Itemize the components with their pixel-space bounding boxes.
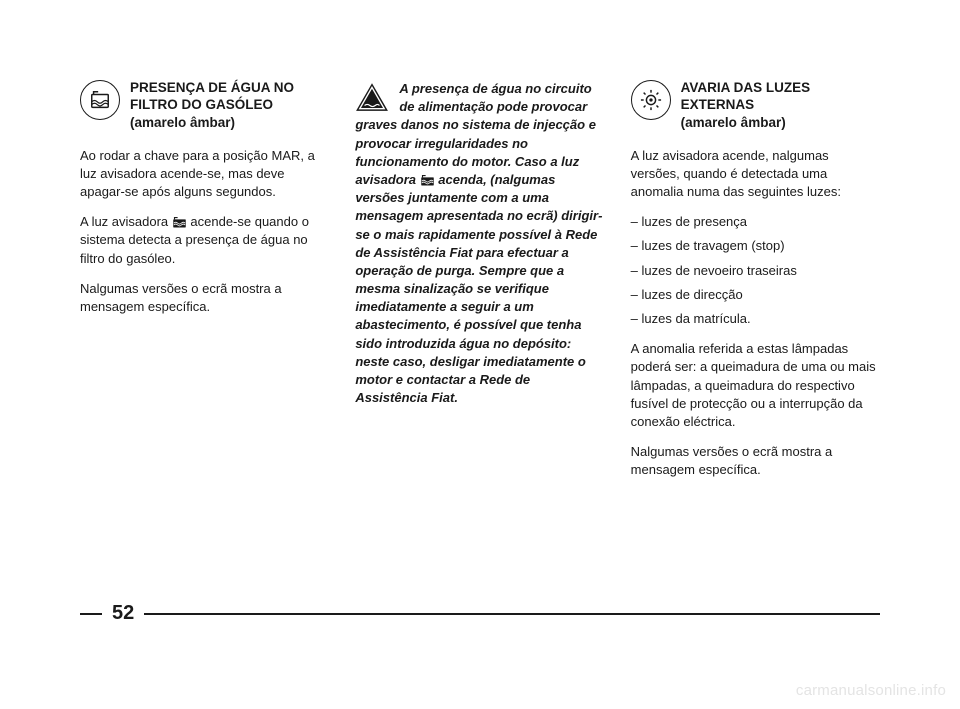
manual-page: PRESENÇA DE ÁGUA NO FILTRO DO GASÓLEO (a… xyxy=(0,0,960,709)
list-item: luzes de presença xyxy=(631,213,880,231)
column-2: A presença de água no circuito de alimen… xyxy=(355,80,604,491)
col3-heading: AVARIA DAS LUZES EXTERNAS (amarelo âmbar… xyxy=(631,80,880,133)
list-item: luzes de direcção xyxy=(631,286,880,304)
col1-p1: Ao rodar a chave para a posição MAR, a l… xyxy=(80,147,329,202)
col1-p2: A luz avisadora acende-se quando o siste… xyxy=(80,213,329,268)
col2-text-b: acenda, (nalgumas versões juntamente com… xyxy=(355,172,602,405)
col2-warning-block: A presença de água no circuito de alimen… xyxy=(355,80,604,407)
footer-rule-right xyxy=(144,613,880,615)
warning-triangle-icon xyxy=(355,82,389,112)
footer-rule-left xyxy=(80,613,102,615)
watermark: carmanualsonline.info xyxy=(796,682,946,699)
columns-wrapper: PRESENÇA DE ÁGUA NO FILTRO DO GASÓLEO (a… xyxy=(80,80,880,491)
list-item: luzes da matrícula. xyxy=(631,310,880,328)
col1-heading: PRESENÇA DE ÁGUA NO FILTRO DO GASÓLEO (a… xyxy=(80,80,329,133)
water-filter-glyph-icon xyxy=(420,174,435,187)
water-filter-glyph-icon xyxy=(172,216,187,229)
list-item: luzes de nevoeiro traseiras xyxy=(631,262,880,280)
col3-heading-text: AVARIA DAS LUZES EXTERNAS (amarelo âmbar… xyxy=(681,80,880,133)
list-item: luzes de travagem (stop) xyxy=(631,237,880,255)
col1-p3: Nalgumas versões o ecrã mostra a mensage… xyxy=(80,280,329,316)
column-1: PRESENÇA DE ÁGUA NO FILTRO DO GASÓLEO (a… xyxy=(80,80,329,491)
col1-subtitle: (amarelo âmbar) xyxy=(130,114,329,133)
col1-p2a: A luz avisadora xyxy=(80,214,172,229)
col3-p3: Nalgumas versões o ecrã mostra a mensage… xyxy=(631,443,880,479)
light-bulb-icon xyxy=(631,80,671,120)
col3-subtitle: (amarelo âmbar) xyxy=(681,114,880,133)
water-filter-icon xyxy=(80,80,120,120)
page-footer: 52 xyxy=(80,602,880,625)
col2-text: A presença de água no circuito de alimen… xyxy=(355,81,602,405)
page-number: 52 xyxy=(102,602,144,625)
col3-list: luzes de presença luzes de travagem (sto… xyxy=(631,213,880,328)
col1-heading-text: PRESENÇA DE ÁGUA NO FILTRO DO GASÓLEO (a… xyxy=(130,80,329,133)
col3-p1: A luz avisadora acende, nalgumas versões… xyxy=(631,147,880,202)
col3-title: AVARIA DAS LUZES EXTERNAS xyxy=(681,80,880,114)
col3-p2: A anomalia referida a estas lâmpadas pod… xyxy=(631,340,880,431)
column-3: AVARIA DAS LUZES EXTERNAS (amarelo âmbar… xyxy=(631,80,880,491)
col1-title: PRESENÇA DE ÁGUA NO FILTRO DO GASÓLEO xyxy=(130,80,329,114)
